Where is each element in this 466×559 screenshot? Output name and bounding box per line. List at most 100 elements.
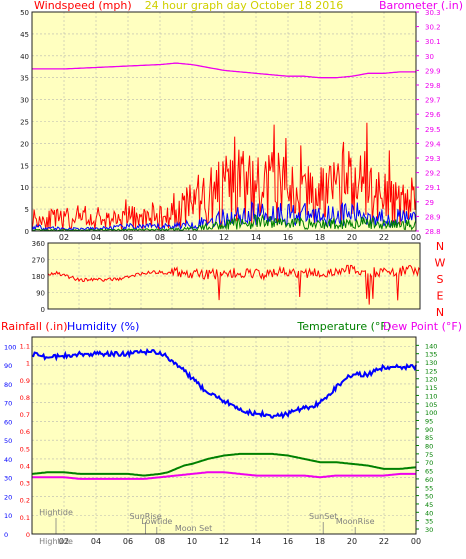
wind-x-tick-label: 22 [379,233,389,242]
event-annotation-label: SunSet [309,512,337,521]
temperature-tick-label: 50 [425,493,433,501]
temperature-tick-label: 90 [425,426,433,434]
humidity-tick-label: 30 [4,475,12,483]
rainfall-tick-label: 1.1 [20,343,30,351]
humidity-tick-label: 40 [4,456,12,464]
event-annotation-label: Hightide [39,508,73,517]
windspeed-low-line [31,213,417,232]
climate-x-tick-label: 00 [411,537,421,546]
barometer-tick-label: 29.2 [425,170,441,178]
direction-tick-label: 180 [32,273,45,281]
climate-x-tick-label: 10 [187,537,197,546]
barometer-tick-label: 29 [425,199,434,207]
rainfall-tick-label: 0.1 [20,514,30,522]
climate-x-tick-label: 22 [379,537,389,546]
temperature-tick-label: 45 [425,501,433,509]
compass-letter: N [436,240,444,253]
direction-tick-label: 90 [36,290,45,298]
climate-x-tick-label: 06 [123,537,133,546]
windspeed-tick-label: 50 [20,9,29,17]
windspeed-axis-title: Windspeed (mph) [34,0,132,12]
barometer-tick-label: 29.4 [425,140,441,148]
direction-panel-series [47,264,421,305]
temperature-axis-title: Temperature (°F) [296,320,391,333]
humidity-tick-label: 90 [4,362,12,370]
temperature-tick-label: 110 [425,392,437,400]
windspeed-tick-label: 10 [20,184,29,192]
temperature-tick-label: 105 [425,401,437,409]
barometer-axis-title: Barometer (.in) [379,0,463,12]
rainfall-tick-label: 0.5 [20,445,30,453]
humidity-tick-label: 20 [4,493,12,501]
wind-direction-line [47,264,421,305]
direction-tick-label: 0 [41,306,45,314]
barometer-tick-label: 30 [425,53,434,61]
temperature-tick-label: 30 [425,526,433,534]
climate-x-tick-label: 04 [91,537,101,546]
humidity-line [31,347,417,420]
wind-x-tick-label: 10 [187,233,197,242]
barometer-tick-label: 29.9 [425,67,441,75]
wind-x-tick-label: 04 [91,233,101,242]
climate-x-tick-label: 02 [59,537,69,546]
barometer-line [32,62,416,79]
barometer-tick-label: 29.3 [425,155,441,163]
temperature-line [31,452,417,477]
event-annotation-label: Moon Set [175,524,212,533]
direction-tick-label: 360 [32,240,45,248]
climate-x-tick-label: 20 [347,537,357,546]
temperature-tick-label: 40 [425,509,433,517]
rainfall-tick-label: 0.7 [20,411,30,419]
wind-x-tick-label: 18 [315,233,325,242]
windspeed-tick-label: 5 [25,206,29,214]
rainfall-tick-label: 0.6 [20,428,30,436]
dewpoint-axis-title: Dew Point (°F) [383,320,462,333]
rainfall-tick-label: 0.3 [20,480,30,488]
dew-point-line [32,471,416,480]
compass-letter: S [437,273,444,286]
temperature-tick-label: 135 [425,351,437,359]
windspeed-tick-label: 30 [20,97,29,105]
climate-x-tick-label: 14 [251,537,261,546]
event-annotation-label: Lowtide [141,517,172,526]
barometer-tick-label: 29.7 [425,97,441,105]
barometer-tick-label: 29.1 [425,184,441,192]
wind-x-tick-label: 16 [283,233,293,242]
barometer-tick-label: 30.3 [425,9,441,17]
humidity-axis-title: Humidity (%) [67,320,139,333]
barometer-tick-label: 30.2 [425,24,441,32]
compass-letter: N [436,306,444,319]
rainfall-tick-label: 0.9 [20,377,30,385]
windspeed-tick-label: 20 [20,140,29,148]
rainfall-tick-label: 0.2 [20,497,30,505]
windspeed-tick-label: 15 [20,162,29,170]
temperature-tick-label: 60 [425,476,433,484]
humidity-tick-label: 10 [4,512,12,520]
humidity-tick-label: 60 [4,418,12,426]
windspeed-tick-label: 45 [20,31,29,39]
temperature-tick-label: 140 [425,342,437,350]
climate-x-tick-label: 18 [315,537,325,546]
temperature-tick-label: 130 [425,359,437,367]
rainfall-tick-label: 1 [26,360,30,368]
temperature-tick-label: 85 [425,434,433,442]
barometer-tick-label: 29.5 [425,126,441,134]
wind-x-tick-label: 12 [219,233,229,242]
hightide-axis-marker-label: Hightide [39,537,73,546]
wind-x-tick-label: 06 [123,233,133,242]
barometer-tick-label: 29.8 [425,82,441,90]
wind-x-tick-label: 20 [347,233,357,242]
wind-panel-series [31,62,417,232]
humidity-tick-label: 0 [4,531,8,539]
compass-letter: W [435,257,446,270]
climate-panel-ticks: 02 04 06 08 10 12 14 16 18 20 22 00Hightide01020304… [4,342,437,546]
temperature-tick-label: 95 [425,417,433,425]
direction-tick-label: 270 [32,257,45,265]
windspeed-tick-label: 0 [25,228,29,236]
humidity-tick-label: 70 [4,400,12,408]
temperature-tick-label: 80 [425,443,433,451]
wind-panel-frame [31,11,417,232]
climate-panel-frame [31,336,417,535]
climate-x-tick-label: 16 [283,537,293,546]
